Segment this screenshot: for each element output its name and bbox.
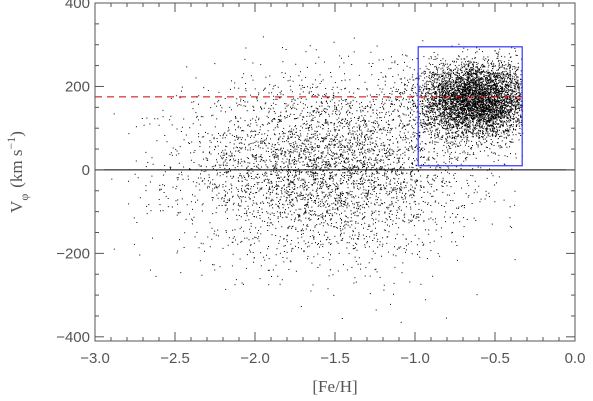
x-tick-label: −1.5 [320, 350, 350, 367]
x-tick-label: −2.0 [240, 350, 270, 367]
y-tick-label: −200 [56, 245, 90, 262]
x-tick-label: −2.5 [160, 350, 190, 367]
data-points [111, 36, 524, 323]
y-tick-label: −400 [56, 329, 90, 346]
y-tick-label: 0 [82, 162, 90, 179]
point-group-thick-disk [382, 45, 524, 168]
y-axis-title-close: ) [7, 131, 26, 137]
scatter-points [111, 36, 517, 323]
y-axis-title: Vφ (km s−1) [4, 131, 31, 213]
plot-frame [94, 2, 576, 342]
y-axis-title-main: V [7, 200, 26, 213]
y-tick-label: 400 [65, 0, 90, 12]
x-tick-label: −3.0 [80, 350, 110, 367]
point-group-halo [111, 36, 517, 323]
x-axis-title: [Fe/H] [312, 377, 357, 396]
selection-box [417, 46, 523, 167]
y-axis-title-unit: (km s [7, 149, 26, 187]
axis-ticks [94, 2, 576, 341]
x-tick-label: −1.0 [400, 350, 430, 367]
y-axis-title-subscript: φ [17, 194, 31, 201]
x-tick-label: 0.0 [565, 350, 586, 367]
y-axis-title-superscript: −1 [4, 137, 18, 150]
scatter-points [382, 45, 524, 168]
x-tick-label: −0.5 [480, 350, 510, 367]
y-tick-label: 200 [65, 78, 90, 95]
